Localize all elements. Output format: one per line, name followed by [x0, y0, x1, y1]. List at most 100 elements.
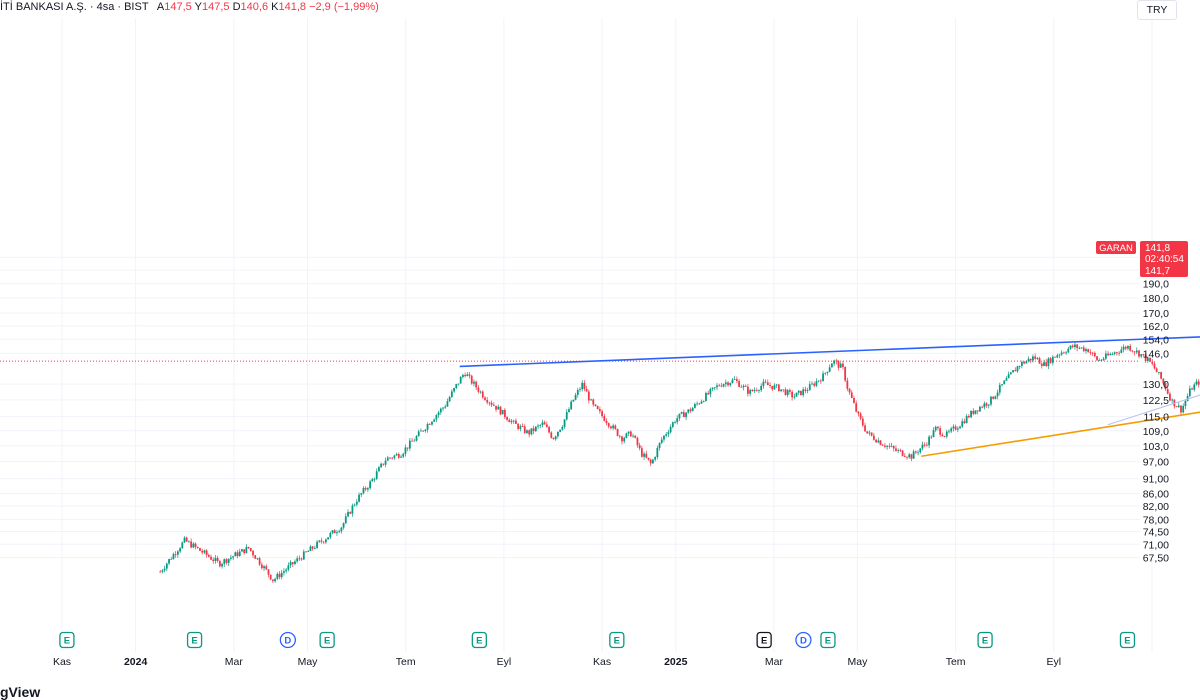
- trendlines[interactable]: [460, 315, 1200, 457]
- candle-body: [1083, 347, 1085, 351]
- candle-body: [743, 386, 745, 387]
- candle-body: [407, 447, 409, 448]
- candle-body: [371, 479, 373, 481]
- candle-body: [438, 412, 440, 415]
- earnings-icon[interactable]: E: [614, 636, 620, 647]
- tradingview-logo: gView: [0, 686, 40, 698]
- low-label: D: [233, 1, 241, 13]
- candle-body: [853, 398, 855, 403]
- candle-body: [800, 391, 802, 395]
- candle-body: [444, 407, 446, 408]
- price-axis[interactable]: 210,0200,0190,0180,0170,0162,0154,0146,0…: [1143, 252, 1169, 564]
- candle-body: [1067, 349, 1069, 353]
- candle-body: [767, 383, 769, 386]
- symbol-name[interactable]: İTİ BANKASI A.Ş. · 4sa · BIST: [0, 1, 148, 13]
- earnings-icon[interactable]: E: [982, 636, 988, 647]
- y-tick-label: 82,00: [1143, 501, 1169, 513]
- candle-body: [683, 412, 685, 417]
- candle-body: [447, 401, 449, 406]
- candle-body: [257, 558, 259, 559]
- candle-body: [1032, 356, 1034, 360]
- candle-body: [561, 427, 563, 430]
- candle-body: [632, 436, 634, 437]
- candle-body: [603, 416, 605, 421]
- candle-body: [619, 436, 621, 437]
- candle-body: [665, 434, 667, 436]
- candle-body: [1039, 358, 1041, 364]
- candle-body: [950, 428, 952, 431]
- candle-body: [1045, 362, 1047, 366]
- candle-body: [676, 418, 678, 422]
- candle-body: [964, 421, 966, 423]
- candle-body: [572, 400, 574, 402]
- candle-body: [321, 541, 323, 542]
- candle-body: [234, 552, 236, 556]
- candle-body: [513, 421, 515, 422]
- earnings-icon[interactable]: E: [324, 636, 330, 647]
- candle-body: [526, 430, 528, 433]
- candle-body: [270, 575, 272, 580]
- candle-body: [466, 374, 468, 376]
- candle-body: [756, 390, 758, 391]
- candle-body: [458, 384, 460, 385]
- candle-body: [718, 385, 720, 386]
- earnings-icon[interactable]: E: [476, 636, 482, 647]
- earnings-icon[interactable]: E: [1124, 636, 1130, 647]
- dividend-icon[interactable]: D: [800, 636, 807, 647]
- y-tick-label: 115,0: [1144, 412, 1170, 424]
- candle-body: [245, 547, 247, 553]
- candle-body: [1036, 358, 1038, 359]
- candle-body: [990, 397, 992, 405]
- candle-body: [1193, 384, 1195, 389]
- candle-body: [579, 389, 581, 390]
- candle-body: [701, 401, 703, 403]
- earnings-icon[interactable]: E: [64, 636, 70, 647]
- candle-body: [497, 407, 499, 410]
- candle-body: [281, 573, 283, 577]
- candle-body: [462, 375, 464, 377]
- candle-body: [961, 421, 963, 426]
- candle-body: [409, 441, 411, 449]
- candle-body: [844, 367, 846, 381]
- candle-body: [816, 381, 818, 385]
- candle-body: [471, 376, 473, 384]
- candle-body: [473, 382, 475, 384]
- candle-body: [382, 464, 384, 465]
- candle-body: [535, 427, 537, 431]
- candle-body: [736, 379, 738, 381]
- candle-body: [314, 548, 316, 549]
- currency-button[interactable]: TRY: [1137, 0, 1177, 20]
- candle-body: [440, 409, 442, 413]
- candle-body: [975, 410, 977, 414]
- x-tick-label: Eyl: [497, 656, 512, 668]
- candle-body: [318, 541, 320, 542]
- earnings-icon[interactable]: E: [825, 636, 831, 647]
- candle-body: [1191, 389, 1193, 390]
- candle-body: [955, 427, 957, 430]
- dividend-icon[interactable]: D: [284, 636, 291, 647]
- candle-body: [809, 384, 811, 390]
- candle-body: [822, 373, 824, 381]
- candle-body: [1116, 352, 1118, 353]
- candle-body: [787, 390, 789, 395]
- candle-body: [911, 454, 913, 458]
- candle-body: [1120, 350, 1122, 353]
- candle-body: [610, 426, 612, 428]
- y-tick-label: 162,0: [1143, 321, 1169, 333]
- candle-body: [732, 380, 734, 383]
- event-markers[interactable]: EEDEEEEDEEEE⚡E: [60, 633, 1200, 648]
- earnings-icon[interactable]: E: [191, 636, 197, 647]
- candle-body: [590, 399, 592, 400]
- candle-body: [405, 447, 407, 453]
- candle-body: [464, 375, 466, 376]
- candle-body: [250, 548, 252, 551]
- candle-body: [495, 406, 497, 410]
- candle-body: [365, 488, 367, 489]
- candle-body: [380, 464, 382, 468]
- resistance-trendline[interactable]: [460, 315, 1200, 367]
- candle-body: [745, 386, 747, 387]
- symbol-legend[interactable]: İTİ BANKASI A.Ş. · 4sa · BIST A147,5 Y14…: [0, 0, 379, 14]
- earnings-icon[interactable]: E: [761, 636, 767, 647]
